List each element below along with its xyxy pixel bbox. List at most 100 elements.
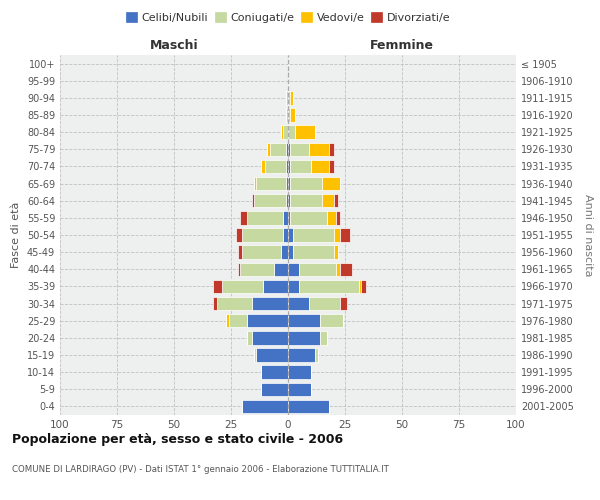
Bar [251,331,288,344]
Bar [260,160,265,173]
Bar [283,211,288,224]
Legend: Celibi/Nubili, Coniugati/e, Vedovi/e, Divorziati/e: Celibi/Nubili, Coniugati/e, Vedovi/e, Di… [121,8,455,28]
Bar [288,400,329,413]
Bar [281,126,283,139]
Bar [288,126,295,139]
Bar [299,262,336,276]
Bar [293,246,334,259]
Bar [240,262,274,276]
Bar [286,177,288,190]
Bar [290,108,295,122]
Y-axis label: Fasce di età: Fasce di età [11,202,21,268]
Bar [238,246,242,259]
Bar [288,348,316,362]
Bar [251,194,254,207]
Bar [226,314,229,328]
Y-axis label: Anni di nascita: Anni di nascita [583,194,593,276]
Bar [242,400,288,413]
Bar [293,228,334,241]
Bar [254,194,286,207]
Bar [288,280,299,293]
Bar [283,228,288,241]
Bar [336,262,340,276]
Bar [240,211,247,224]
Bar [260,382,288,396]
Bar [322,177,340,190]
Bar [288,108,290,122]
Bar [334,228,340,241]
Bar [274,262,288,276]
Bar [288,246,293,259]
Bar [336,211,340,224]
Bar [251,297,288,310]
Bar [247,331,251,344]
Bar [290,160,311,173]
Bar [290,177,322,190]
Bar [308,297,340,310]
Text: COMUNE DI LARDIRAGO (PV) - Dati ISTAT 1° gennaio 2006 - Elaborazione TUTTITALIA.: COMUNE DI LARDIRAGO (PV) - Dati ISTAT 1°… [12,466,389,474]
Bar [327,211,336,224]
Bar [288,366,311,379]
Bar [229,314,247,328]
Bar [340,297,347,310]
Text: Popolazione per età, sesso e stato civile - 2006: Popolazione per età, sesso e stato civil… [12,432,343,446]
Bar [288,142,290,156]
Bar [329,142,334,156]
Bar [288,314,320,328]
Bar [334,194,338,207]
Bar [288,262,299,276]
Bar [213,280,222,293]
Bar [340,228,350,241]
Bar [322,194,334,207]
Bar [288,194,290,207]
Bar [288,160,290,173]
Bar [260,366,288,379]
Bar [217,297,251,310]
Bar [290,142,308,156]
Bar [256,177,286,190]
Bar [268,142,270,156]
Text: Maschi: Maschi [149,38,199,52]
Bar [242,228,283,241]
Bar [247,211,283,224]
Bar [242,246,281,259]
Bar [288,177,290,190]
Bar [222,280,263,293]
Bar [236,228,242,241]
Bar [311,160,329,173]
Bar [290,194,322,207]
Bar [288,382,311,396]
Bar [238,262,240,276]
Bar [247,314,288,328]
Bar [320,314,343,328]
Bar [286,108,288,122]
Bar [295,126,316,139]
Bar [316,348,317,362]
Bar [299,280,359,293]
Bar [288,331,320,344]
Bar [308,142,329,156]
Bar [254,348,256,362]
Bar [286,160,288,173]
Bar [361,280,365,293]
Bar [329,160,334,173]
Bar [283,126,288,139]
Bar [290,211,327,224]
Bar [256,348,288,362]
Bar [213,297,217,310]
Bar [254,177,256,190]
Bar [288,91,290,104]
Bar [286,194,288,207]
Bar [265,160,286,173]
Bar [288,228,293,241]
Bar [288,211,290,224]
Bar [263,280,288,293]
Text: Femmine: Femmine [370,38,434,52]
Bar [286,142,288,156]
Bar [359,280,361,293]
Bar [320,331,327,344]
Bar [281,246,288,259]
Bar [286,91,288,104]
Bar [334,246,338,259]
Bar [270,142,286,156]
